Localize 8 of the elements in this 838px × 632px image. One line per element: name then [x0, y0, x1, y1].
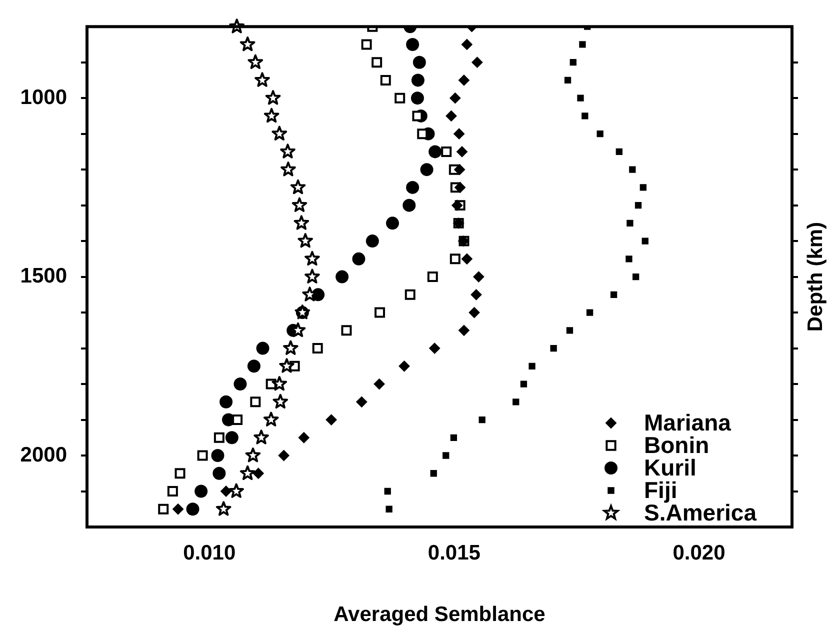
x-axis-title: Averaged Semblance: [334, 603, 546, 626]
y-tick-label: 2000: [20, 443, 67, 466]
x-tick-label: 0.010: [183, 541, 236, 564]
y-axis-title: Depth (km): [804, 222, 827, 332]
y-tick-label: 1000: [20, 86, 67, 109]
x-tick-label: 0.020: [672, 541, 726, 564]
x-tick-label: 0.015: [428, 541, 481, 564]
y-tick-label: 1500: [20, 264, 67, 288]
